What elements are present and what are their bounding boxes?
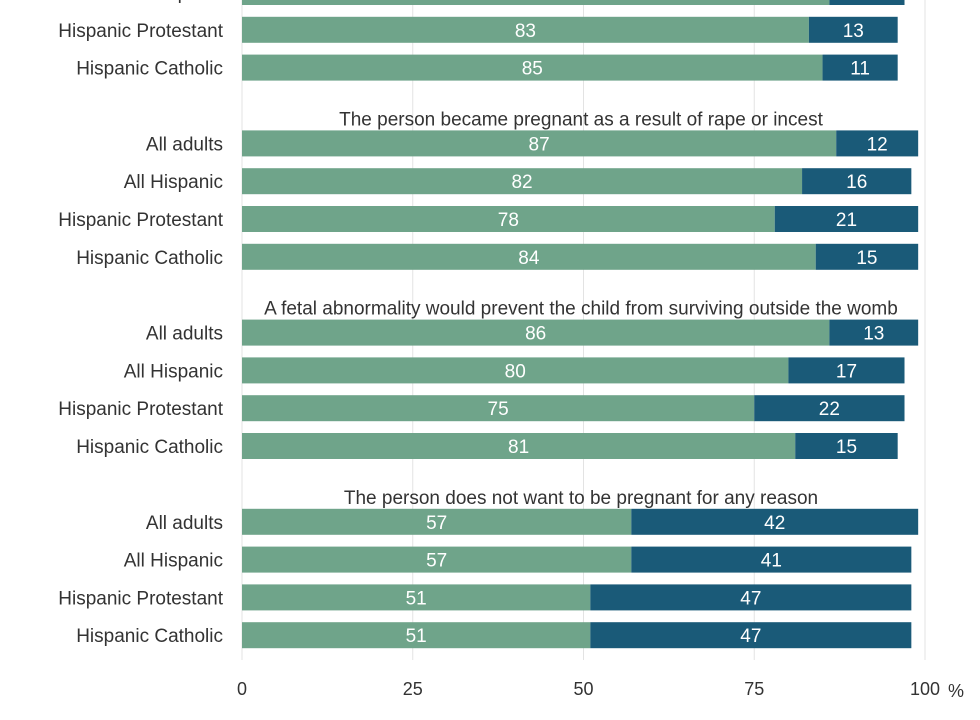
data-label-2: 11 (857, 0, 877, 4)
data-label-2: 11 (850, 59, 870, 80)
bar-segment-1 (242, 206, 775, 232)
bar-segment-1 (242, 0, 830, 5)
bar-segment-1 (242, 546, 632, 573)
bar-segment-2 (631, 508, 919, 535)
category-label: All adults (146, 134, 223, 155)
data-label-1: 51 (406, 588, 427, 609)
category-label: Hispanic Protestant (58, 399, 223, 420)
data-label-2: 41 (761, 551, 782, 572)
data-label-1: 82 (511, 172, 532, 193)
x-tick-label: 75 (744, 679, 764, 699)
data-label-1: 51 (406, 626, 427, 647)
category-label: All adults (146, 324, 223, 345)
section-title: The person became pregnant as a result o… (339, 109, 823, 130)
data-label-2: 22 (819, 399, 840, 420)
bar-segment-1 (242, 16, 809, 43)
bar-segment-1 (242, 130, 837, 157)
data-label-1: 81 (508, 437, 529, 458)
category-label: Hispanic Catholic (76, 626, 223, 647)
bar-segment-2 (788, 357, 905, 384)
section-title: A fetal abnormality would prevent the ch… (264, 299, 898, 320)
bar-segment-2 (590, 584, 912, 611)
category-label: Hispanic Protestant (58, 210, 223, 231)
bar-segment-1 (242, 357, 789, 384)
bar-segment-2 (802, 168, 912, 195)
bar-segment-1 (242, 622, 591, 649)
data-label-1: 83 (515, 21, 536, 42)
bar-segment-2 (836, 130, 919, 157)
data-label-1: 86 (525, 324, 546, 345)
x-axis: 0 25 50 75 100% (237, 679, 964, 701)
section-title: The person does not want to be pregnant … (344, 488, 818, 509)
data-label-1: 85 (522, 59, 543, 80)
x-unit-label: % (948, 681, 964, 701)
bar-segment-2 (815, 243, 919, 270)
data-label-2: 47 (740, 626, 761, 647)
data-label-1: 80 (505, 361, 526, 382)
data-label-1: 84 (518, 248, 540, 269)
category-label: Hispanic Protestant (58, 588, 223, 609)
data-label-2: 12 (867, 134, 888, 155)
bar-segment-2 (822, 54, 898, 81)
bar-segment-2 (829, 0, 905, 5)
data-label-1: 78 (498, 210, 519, 231)
data-label-1: 57 (426, 551, 447, 572)
bar-segment-2 (631, 546, 912, 573)
bar-segment-1 (242, 168, 803, 195)
category-label: All Hispanic (124, 172, 223, 193)
x-tick-label: 50 (573, 679, 593, 699)
data-label-1: 87 (529, 134, 550, 155)
data-label-2: 47 (740, 588, 761, 609)
bar-segment-1 (242, 243, 816, 270)
bars (242, 0, 919, 649)
data-label-2: 16 (846, 172, 867, 193)
bar-segment-2 (808, 16, 898, 43)
data-label-2: 15 (836, 437, 857, 458)
data-label-2: 42 (764, 513, 785, 534)
data-label-1: 86 (525, 0, 546, 4)
bar-segment-1 (242, 54, 823, 81)
data-label-2: 15 (856, 248, 877, 269)
data-label-1: 75 (488, 399, 509, 420)
category-label: All Hispanic (124, 551, 223, 572)
bar-segment-2 (754, 395, 905, 422)
bar-segment-2 (590, 622, 912, 649)
data-label-1: 57 (426, 513, 447, 534)
bar-segment-2 (795, 433, 898, 459)
x-tick-label: 25 (403, 679, 423, 699)
category-label: Hispanic Protestant (58, 21, 223, 42)
category-label: All adults (146, 513, 223, 534)
bar-segment-1 (242, 584, 591, 611)
category-label: Hispanic Catholic (76, 248, 223, 269)
x-tick-label: 0 (237, 679, 247, 699)
bar-segment-2 (774, 206, 919, 232)
category-label: Hispanic Catholic (76, 437, 223, 458)
data-label-2: 21 (836, 210, 857, 231)
category-label: All Hispanic (124, 0, 223, 4)
bar-segment-1 (242, 395, 755, 422)
data-label-2: 13 (843, 21, 864, 42)
labels: All Hispanic 86 11 Hispanic Protestant 83 13 H… (58, 0, 898, 647)
data-label-2: 17 (836, 361, 857, 382)
bar-segment-2 (829, 319, 919, 346)
bar-segment-1 (242, 433, 796, 459)
data-label-2: 13 (863, 324, 884, 345)
x-tick-label: 100 (910, 679, 940, 699)
category-label: All Hispanic (124, 361, 223, 382)
bar-segment-1 (242, 319, 830, 346)
category-label: Hispanic Catholic (76, 59, 223, 80)
bar-segment-1 (242, 508, 632, 535)
